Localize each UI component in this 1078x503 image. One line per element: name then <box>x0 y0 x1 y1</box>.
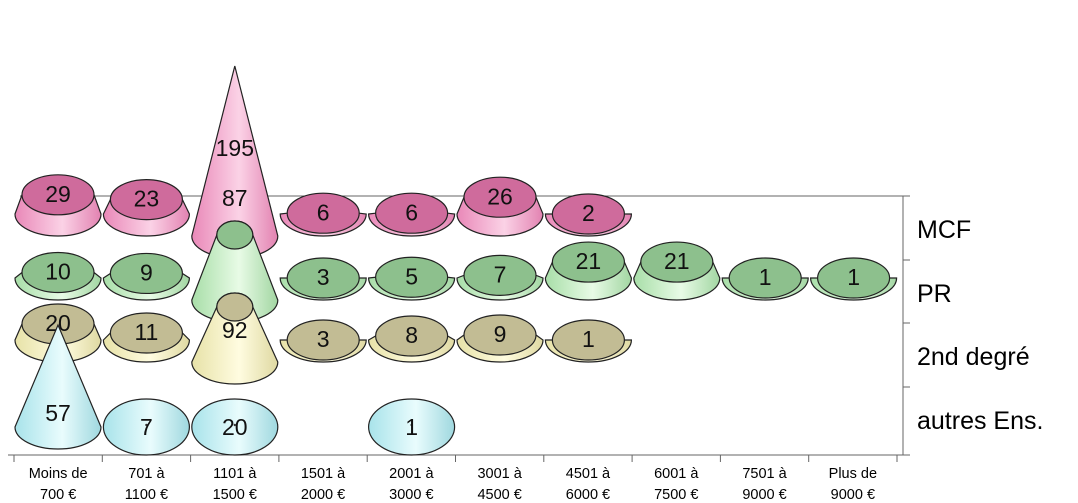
bar-mark <box>102 398 190 456</box>
x-tick-label: Moins de <box>29 466 88 482</box>
x-tick-label: 4500 € <box>477 487 521 503</box>
bar-top <box>286 319 360 361</box>
bar-top <box>216 220 254 250</box>
x-tick-label: 1500 € <box>213 487 257 503</box>
data-label: 7 <box>140 414 153 440</box>
x-tick-label: 701 à <box>128 466 165 482</box>
data-label: 29 <box>45 181 71 207</box>
data-label: 1 <box>847 264 860 290</box>
data-label: 1 <box>582 326 595 352</box>
x-tick-label: 1501 à <box>301 466 346 482</box>
x-tick-label: 700 € <box>40 487 76 503</box>
x-axis-ticks: Moins de 700 € 701 à 1100 € 1101 à 1500 € 1501… <box>13 455 898 503</box>
x-tick-label: 2001 à <box>389 466 434 482</box>
x-tick-label: 3000 € <box>389 487 433 503</box>
bar-top <box>551 319 626 361</box>
data-label: 6 <box>405 199 418 225</box>
data-label: 23 <box>134 186 160 212</box>
data-label: 2 <box>582 200 595 226</box>
bar-top <box>21 251 95 294</box>
bar-top <box>21 174 95 216</box>
bar-mark <box>191 398 279 456</box>
x-tick-label: 2000 € <box>301 487 345 503</box>
data-label: 1 <box>759 264 772 290</box>
series-group: 29 23 195 6 6 26 2 <box>14 65 633 259</box>
data-label: 195 <box>216 135 254 161</box>
data-label: 87 <box>222 185 248 211</box>
series-label: PR <box>917 280 952 308</box>
x-tick-label: 9000 € <box>742 487 786 503</box>
bar-top <box>109 179 183 221</box>
cone-apex <box>233 423 236 427</box>
x-tick-label: 7501 à <box>742 466 787 482</box>
bar-top <box>216 292 254 322</box>
data-label: 6 <box>317 199 330 225</box>
bar-top <box>728 257 802 299</box>
bar-top <box>375 192 449 234</box>
bar-top <box>551 241 626 283</box>
data-label: 3 <box>317 264 330 290</box>
series-group: 57 7 20 1 <box>14 323 456 456</box>
x-tick-label: 6001 à <box>654 466 699 482</box>
data-label: 20 <box>222 414 248 440</box>
series-labels: MCF PR 2nd degré autres Ens. <box>917 216 1043 435</box>
bar-top <box>375 256 449 298</box>
series-label: autres Ens. <box>917 407 1043 435</box>
bar-top <box>816 257 891 299</box>
x-tick-label: 3001 à <box>477 466 522 482</box>
bar-top <box>463 176 537 218</box>
bar-top <box>551 193 626 235</box>
data-label: 11 <box>134 319 158 345</box>
x-tick-label: 1101 à <box>213 466 257 482</box>
series-label: 2nd degré <box>917 343 1030 371</box>
bar-mark <box>368 398 456 456</box>
bar-top <box>640 241 714 283</box>
x-tick-label: 9000 € <box>831 487 875 503</box>
series-group: 10 9 87 3 5 7 21 21 1 1 <box>14 185 898 323</box>
series-label: MCF <box>917 216 971 244</box>
x-tick-label: 1100 € <box>125 487 168 503</box>
data-label: 10 <box>45 259 71 285</box>
x-tick-label: 4501 à <box>566 466 611 482</box>
cone-apex <box>410 423 413 427</box>
bar-top <box>109 312 183 354</box>
cone-apex <box>145 423 148 427</box>
data-label: 26 <box>487 183 513 209</box>
data-label: 8 <box>405 322 418 348</box>
data-label: 3 <box>317 326 330 352</box>
bar-top <box>463 254 537 296</box>
data-label: 9 <box>494 321 507 347</box>
data-label: 5 <box>405 263 418 289</box>
bar-top <box>286 257 360 299</box>
data-label: 7 <box>494 261 507 287</box>
bar-mark <box>14 323 102 450</box>
series-group: 20 11 92 3 8 9 1 <box>14 292 633 385</box>
bar-top <box>463 314 537 356</box>
data-label: 92 <box>222 317 248 343</box>
data-label: 21 <box>576 248 602 274</box>
bar-top <box>375 315 449 357</box>
data-label: 1 <box>405 414 418 440</box>
bar-top <box>109 252 183 295</box>
data-label: 9 <box>140 260 153 286</box>
x-tick-label: Plus de <box>829 466 877 482</box>
x-tick-label: 7500 € <box>654 487 698 503</box>
data-label: 57 <box>45 400 71 426</box>
x-tick-label: 6000 € <box>566 487 610 503</box>
data-label: 21 <box>664 248 690 274</box>
bar-top <box>286 192 360 234</box>
